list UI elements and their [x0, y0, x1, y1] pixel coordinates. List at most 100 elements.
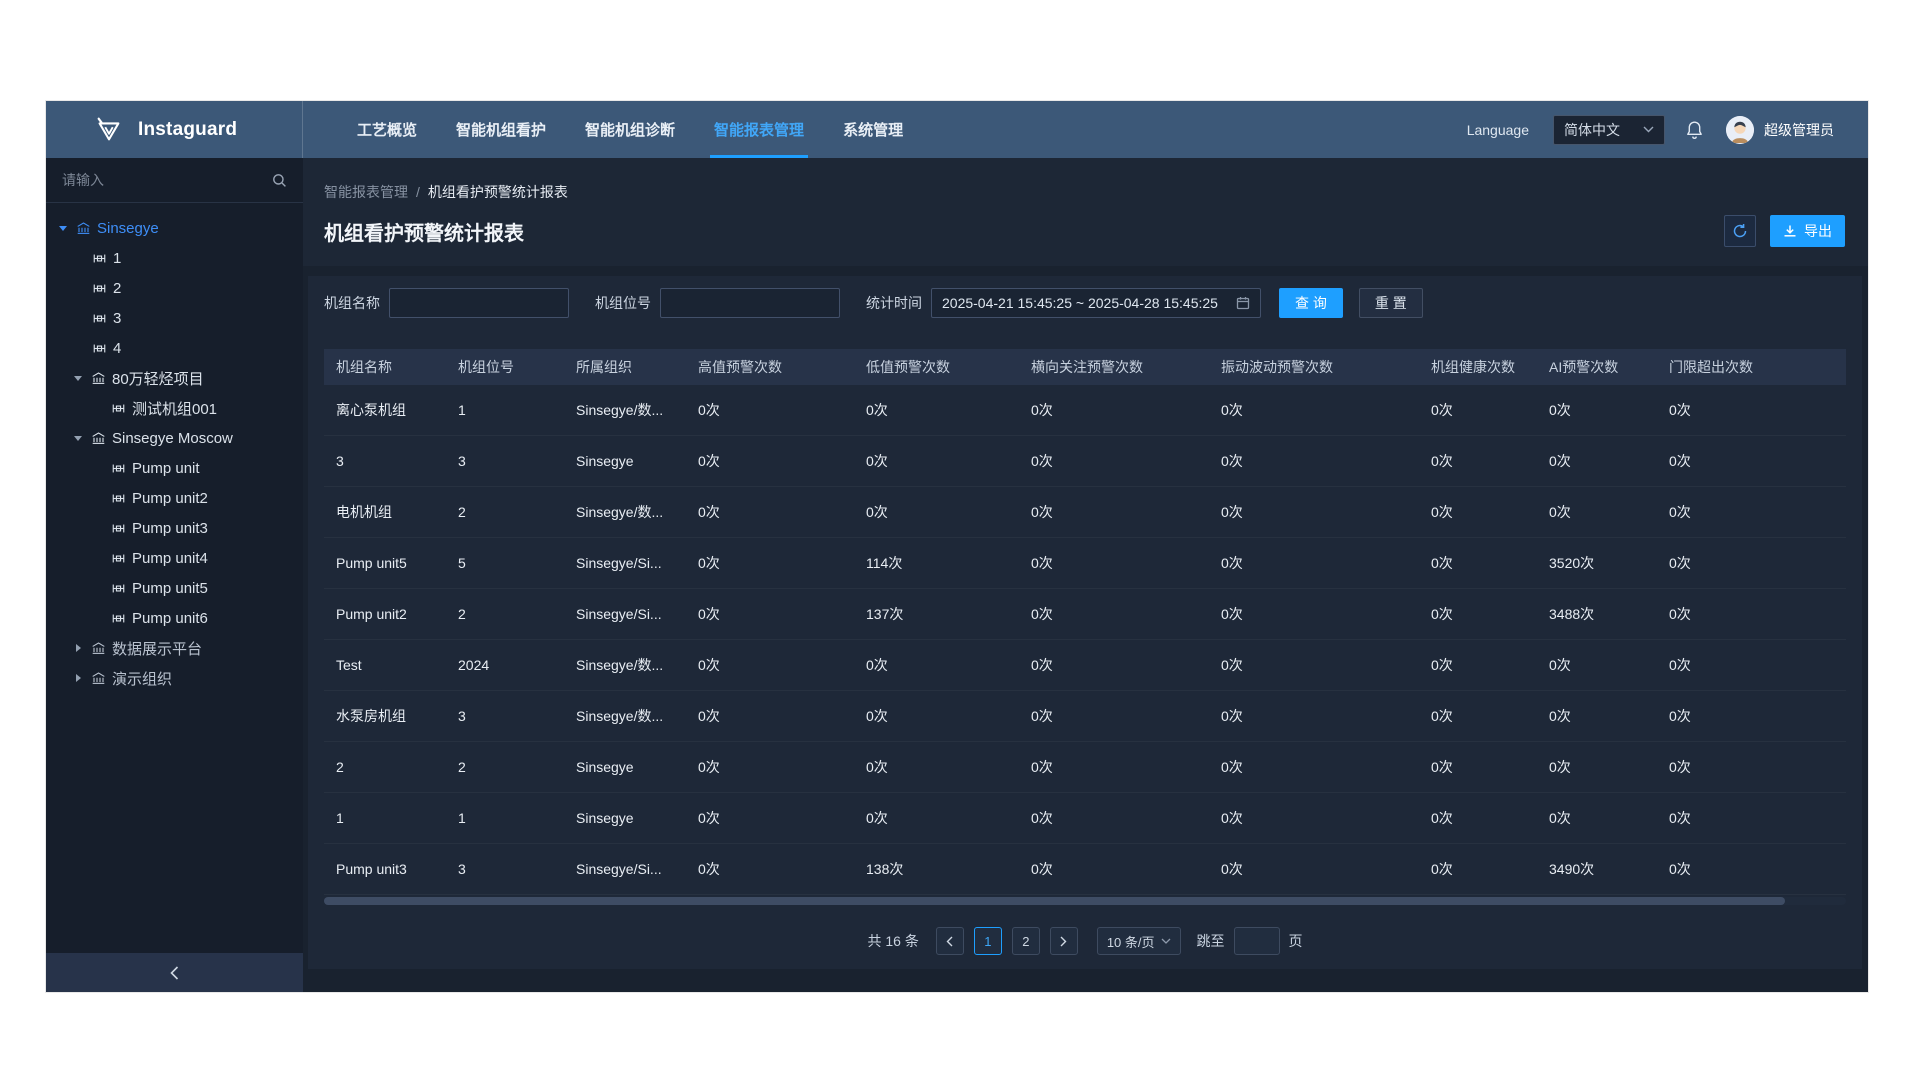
- tree-unit-item[interactable]: Pump unit5: [46, 573, 303, 603]
- app-window: Instaguard 工艺概览 智能机组看护 智能机组诊断 智能报表管理 系统管理 La…: [46, 101, 1868, 992]
- table-cell: Sinsegye: [576, 759, 634, 775]
- table-cell: 0次: [866, 810, 888, 826]
- page-size-select[interactable]: 10 条/页: [1096, 927, 1181, 955]
- tree-unit-item[interactable]: Pump unit4: [46, 543, 303, 573]
- table-cell: 0次: [1221, 402, 1243, 418]
- table-header-row: 机组名称 机组位号 所属组织 高值预警次数 低值预警次数 横向关注预警次数 振动波动预警次数…: [324, 349, 1846, 385]
- unit-tag-input[interactable]: [660, 288, 840, 318]
- table-cell: 0次: [1221, 759, 1243, 775]
- chevron-right-icon: [1060, 936, 1067, 946]
- nav-item-3[interactable]: 智能报表管理: [710, 101, 809, 158]
- caret-right-icon[interactable]: [71, 640, 87, 656]
- reset-button[interactable]: 重 置: [1358, 288, 1423, 318]
- tree-unit-item[interactable]: 4: [46, 333, 303, 363]
- table-row[interactable]: 2 2 Sinsegye 0次 0次 0次 0次 0次 0次 0次: [324, 742, 1846, 793]
- tree-unit-item[interactable]: Pump unit3: [46, 513, 303, 543]
- tree-org-item[interactable]: 数据展示平台: [46, 633, 303, 663]
- table-row[interactable]: 电机机组 2 Sinsegye/数... 0次 0次 0次 0次 0次 0次 0次: [324, 487, 1846, 538]
- download-icon: [1784, 225, 1796, 237]
- page-button-1[interactable]: 1: [973, 927, 1002, 955]
- page-button-2[interactable]: 2: [1011, 927, 1040, 955]
- table-cell: 2: [336, 759, 344, 775]
- unit-icon: [110, 550, 126, 566]
- table-cell: 0次: [1431, 402, 1453, 418]
- search-button[interactable]: 查 询: [1279, 288, 1343, 318]
- sidebar-search-input[interactable]: [62, 172, 272, 188]
- table-row[interactable]: Pump unit2 2 Sinsegye/Si... 0次 137次 0次 0次 0次 348…: [324, 589, 1846, 640]
- tree-org-item[interactable]: Sinsegye Moscow: [46, 423, 303, 453]
- breadcrumb: 智能报表管理 / 机组看护预警统计报表: [324, 182, 1845, 202]
- notification-bell-icon[interactable]: [1685, 120, 1704, 140]
- user-avatar[interactable]: [1726, 115, 1754, 144]
- tree-unit-item[interactable]: Pump unit6: [46, 603, 303, 633]
- table-row[interactable]: Test 2024 Sinsegye/数... 0次 0次 0次 0次 0次 0次 0次: [324, 640, 1846, 691]
- nav-item-1[interactable]: 智能机组看护: [456, 122, 547, 139]
- sidebar-collapse-button[interactable]: [46, 953, 303, 992]
- table-cell: 0次: [1031, 657, 1053, 673]
- caret-right-icon[interactable]: [71, 670, 87, 686]
- table-row[interactable]: 离心泵机组 1 Sinsegye/数... 0次 0次 0次 0次 0次 0次 0次: [324, 385, 1846, 436]
- unit-icon: [110, 520, 126, 536]
- caret-down-icon[interactable]: [56, 220, 72, 236]
- date-range-input[interactable]: 2025-04-21 15:45:25 ~ 2025-04-28 15:45:2…: [931, 288, 1261, 318]
- table-row[interactable]: Pump unit3 3 Sinsegye/Si... 0次 138次 0次 0次 0次 349…: [324, 844, 1846, 895]
- table-cell: 0次: [1431, 555, 1453, 571]
- nav-item-2[interactable]: 智能机组诊断: [585, 122, 676, 139]
- table-cell: 0次: [1431, 861, 1453, 877]
- table-cell: 0次: [866, 708, 888, 724]
- tree-unit-item[interactable]: Pump unit: [46, 453, 303, 483]
- next-page-button[interactable]: [1049, 927, 1078, 955]
- tree-item-label: Pump unit: [132, 459, 200, 477]
- table-cell: Pump unit3: [336, 861, 407, 877]
- table-cell: Sinsegye: [576, 453, 634, 469]
- horizontal-scrollbar[interactable]: [324, 897, 1846, 905]
- caret-down-icon[interactable]: [71, 370, 87, 386]
- tree-unit-item[interactable]: 测试机组001: [46, 393, 303, 423]
- table-cell: 水泵房机组: [336, 708, 406, 724]
- tree-item-label: Pump unit3: [132, 519, 208, 537]
- tree-item-label: Pump unit6: [132, 609, 208, 627]
- caret-down-icon[interactable]: [71, 430, 87, 446]
- nav-item-0[interactable]: 工艺概览: [357, 122, 418, 139]
- scrollbar-thumb[interactable]: [324, 897, 1786, 905]
- jump-to-label: 跳至: [1196, 933, 1225, 949]
- tree-unit-item[interactable]: Pump unit2: [46, 483, 303, 513]
- table-cell: 0次: [866, 759, 888, 775]
- tree-org-item[interactable]: 演示组织: [46, 663, 303, 693]
- search-icon[interactable]: [272, 173, 287, 188]
- breadcrumb-parent[interactable]: 智能报表管理: [324, 184, 408, 200]
- table-cell: 0次: [1221, 861, 1243, 877]
- jump-to-input[interactable]: [1233, 927, 1280, 955]
- table-cell: 0次: [866, 453, 888, 469]
- tree-unit-item[interactable]: 3: [46, 303, 303, 333]
- tree-unit-item[interactable]: 1: [46, 243, 303, 273]
- column-header: 机组名称: [336, 359, 392, 375]
- table-row[interactable]: Pump unit5 5 Sinsegye/Si... 0次 114次 0次 0次 0次 352…: [324, 538, 1846, 589]
- prev-page-button[interactable]: [935, 927, 964, 955]
- table-cell: 3488次: [1549, 606, 1595, 622]
- unit-icon: [110, 610, 126, 626]
- table-cell: 0次: [1431, 708, 1453, 724]
- refresh-button[interactable]: [1724, 215, 1756, 247]
- language-select[interactable]: 简体中文: [1553, 114, 1665, 145]
- tree-org-item[interactable]: Sinsegye: [46, 213, 303, 243]
- table-cell: 1: [458, 810, 466, 826]
- nav-item-4[interactable]: 系统管理: [843, 122, 904, 139]
- export-button-label: 导出: [1804, 223, 1832, 239]
- table-row[interactable]: 1 1 Sinsegye 0次 0次 0次 0次 0次 0次 0次: [324, 793, 1846, 844]
- table-cell: 3: [458, 861, 466, 877]
- unit-name-input[interactable]: [389, 288, 569, 318]
- table-cell: 0次: [1031, 453, 1053, 469]
- table-cell: 0次: [1431, 759, 1453, 775]
- table-row[interactable]: 3 3 Sinsegye 0次 0次 0次 0次 0次 0次 0次: [324, 436, 1846, 487]
- table-cell: 0次: [1431, 453, 1453, 469]
- table-row[interactable]: 水泵房机组 3 Sinsegye/数... 0次 0次 0次 0次 0次 0次 0次: [324, 691, 1846, 742]
- filter-bar: 机组名称 机组位号 统计时间 2025-04-21 15:45:25 ~ 202…: [324, 288, 1846, 318]
- export-button[interactable]: 导出: [1770, 215, 1845, 247]
- column-header: 低值预警次数: [866, 359, 950, 375]
- tree-unit-item[interactable]: 2: [46, 273, 303, 303]
- tree-org-item[interactable]: 80万轻烃项目: [46, 363, 303, 393]
